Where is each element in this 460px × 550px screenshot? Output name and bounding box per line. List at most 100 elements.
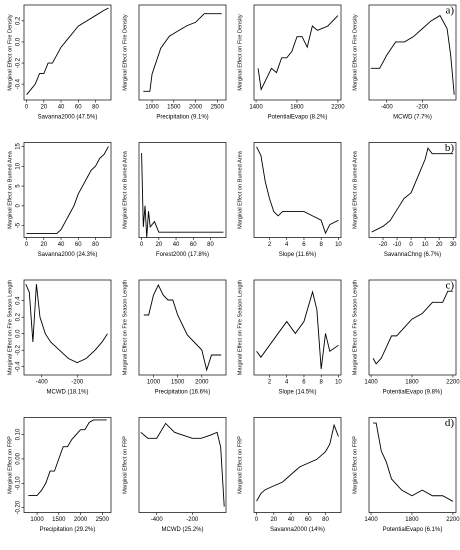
x-axis-label: Precipitation (9.1%) <box>156 115 208 121</box>
x-tick-label: 2500 <box>211 105 225 111</box>
y-axis-label: Marginal Effect on Fire Density <box>352 14 358 91</box>
y-tick-label: -0.20 <box>16 500 22 514</box>
x-tick-label: 10 <box>335 242 342 248</box>
x-tick-label: -10 <box>393 242 402 248</box>
y-tick-label: -0.4 <box>16 78 22 89</box>
x-tick-label: 1400 <box>364 380 378 386</box>
x-tick-label: 0 <box>409 242 413 248</box>
y-tick-label: -5 <box>16 222 22 228</box>
plot-frame <box>138 142 227 238</box>
x-tick-label: 2000 <box>74 517 88 523</box>
x-tick-label: 40 <box>58 242 65 248</box>
x-tick-label: 40 <box>58 105 65 111</box>
x-axis-label: PotentialEvapo (6.1%) <box>383 527 443 533</box>
x-tick-label: 2200 <box>331 105 345 111</box>
x-axis-label: Precipitation (29.2%) <box>40 527 96 533</box>
plot-frame <box>253 279 342 376</box>
y-axis-label: Marginal Effect on Fire Season Length <box>237 280 243 375</box>
x-tick-label: 0 <box>140 242 144 248</box>
x-tick-label: 8 <box>320 242 324 248</box>
x-tick-label: 60 <box>75 242 82 248</box>
y-axis-label: Marginal Effect on Fire Season Length <box>7 280 13 375</box>
x-tick-label: 10 <box>335 380 342 386</box>
effect-curve <box>143 283 222 372</box>
y-tick-label: -0.4 <box>16 361 22 372</box>
x-tick-label: 80 <box>92 105 99 111</box>
effect-curve <box>25 283 108 364</box>
effect-curve <box>256 423 339 502</box>
x-tick-label: 80 <box>322 517 329 523</box>
x-tick-label: 2500 <box>96 517 110 523</box>
x-tick-label: 10 <box>422 242 429 248</box>
plot-frame <box>368 4 457 101</box>
x-tick-label: 1000 <box>30 517 44 523</box>
y-tick-label: 0.0 <box>16 329 22 338</box>
x-tick-label: 1500 <box>52 517 66 523</box>
x-axis-label: Savanna2000 (14%) <box>270 527 325 533</box>
x-axis-label: Savanna2000 (47.5%) <box>38 115 98 121</box>
plot-frame <box>253 142 342 238</box>
x-axis-label: Slope (14.5%) <box>278 390 316 396</box>
x-tick-label: 1800 <box>290 105 304 111</box>
x-axis-label: Slope (11.6%) <box>279 252 317 258</box>
x-tick-label: 1800 <box>405 517 419 523</box>
x-tick-label: 20 <box>40 242 47 248</box>
x-tick-label: 60 <box>190 242 197 248</box>
x-tick-label: 8 <box>320 380 324 386</box>
plot-frame <box>23 417 112 513</box>
x-tick-label: 1400 <box>249 105 263 111</box>
x-tick-label: -400 <box>151 517 164 523</box>
x-axis-label: PotentialEvapo (9.8%) <box>383 390 443 396</box>
y-tick-label: 0.0 <box>16 37 22 46</box>
plot-frame <box>368 279 457 376</box>
x-tick-label: 2200 <box>446 380 460 386</box>
y-axis-label: Marginal Effect on Burned Area <box>352 150 358 229</box>
x-tick-label: 40 <box>173 242 180 248</box>
effect-curve <box>371 147 454 233</box>
x-axis-label: MCWD (18.1%) <box>46 390 88 396</box>
y-tick-label: -0.10 <box>16 476 22 490</box>
panel-letter: b) <box>445 142 455 154</box>
x-tick-label: 20 <box>155 242 162 248</box>
x-tick-label: -200 <box>186 517 199 523</box>
x-tick-label: 20 <box>270 517 277 523</box>
x-tick-label: 0 <box>255 517 259 523</box>
plot-frame <box>368 417 457 513</box>
panel-letter: d) <box>445 417 455 429</box>
x-tick-label: 1000 <box>147 380 161 386</box>
y-axis-label: Marginal Effect on Burned Area <box>122 150 128 229</box>
x-tick-label: 4 <box>285 242 289 248</box>
y-axis-label: Marginal Effect on Fire Density <box>122 14 128 91</box>
x-axis-label: Precipitation (16.6%) <box>155 390 211 396</box>
x-tick-label: 2 <box>268 242 272 248</box>
effect-curve <box>26 146 109 234</box>
effect-curve <box>373 422 454 502</box>
y-axis-label: Marginal Effect on Fire Density <box>237 14 243 91</box>
y-axis-label: Marginal Effect on Fire Density <box>7 14 13 91</box>
y-tick-label: 15 <box>16 142 22 149</box>
x-tick-label: 1000 <box>145 105 159 111</box>
plot-frame <box>23 142 112 238</box>
x-tick-label: -400 <box>36 380 49 386</box>
x-tick-label: 1800 <box>405 380 419 386</box>
y-tick-label: 0.10 <box>16 428 22 440</box>
x-tick-label: -400 <box>381 105 394 111</box>
y-tick-label: 0.2 <box>16 16 22 25</box>
y-tick-label: 0.2 <box>16 312 22 321</box>
plot-frame <box>23 4 112 101</box>
effect-curve <box>141 153 224 238</box>
effect-curve <box>256 290 339 370</box>
x-tick-label: 60 <box>305 517 312 523</box>
x-tick-label: 1400 <box>364 517 378 523</box>
y-axis-label: Marginal Effect on FRP <box>122 436 128 494</box>
plot-frame <box>253 417 342 513</box>
x-tick-label: 60 <box>75 105 82 111</box>
y-axis-label: Marginal Effect on FRP <box>7 436 13 494</box>
y-tick-label: 10 <box>16 162 22 169</box>
y-axis-label: Marginal Effect on Burned Area <box>7 150 13 229</box>
y-tick-label: 0 <box>16 204 22 208</box>
x-axis-label: Savanna2000 (24.3%) <box>38 252 98 258</box>
x-tick-label: -200 <box>416 105 429 111</box>
x-tick-label: 6 <box>302 380 306 386</box>
